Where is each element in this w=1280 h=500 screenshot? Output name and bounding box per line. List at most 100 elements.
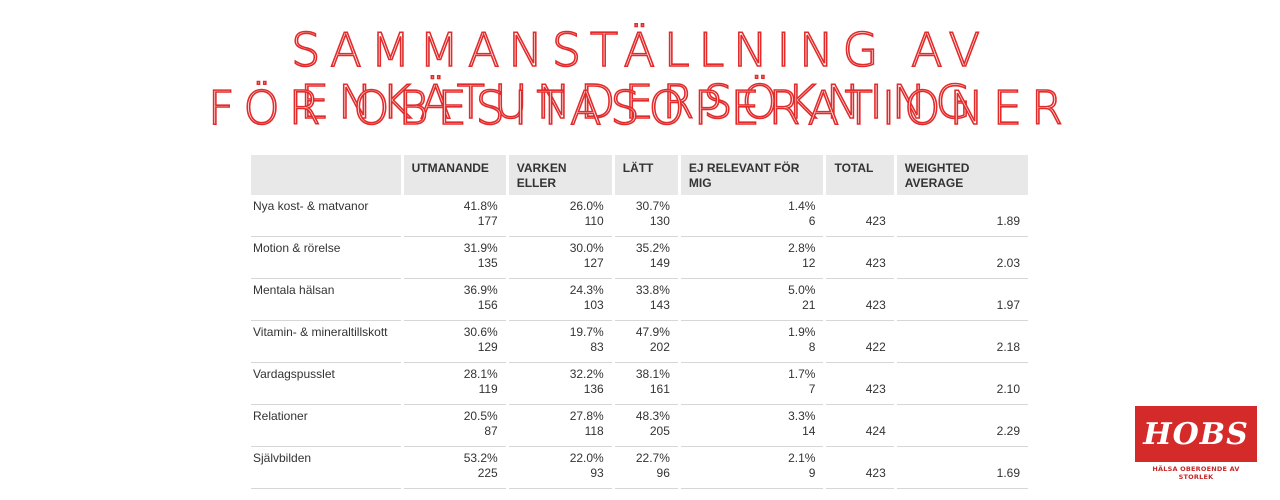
cell-count: 129 — [477, 340, 498, 354]
cell-percent: 2.8% — [788, 241, 816, 255]
row-label: Nya kost- & matvanor — [251, 195, 403, 237]
cell-total: 423 — [823, 236, 896, 279]
weighted-average-value: 2.03 — [996, 256, 1020, 270]
header-weighted-average: WEIGHTED AVERAGE — [893, 155, 1028, 195]
cell-percent: 30.7% — [635, 199, 670, 213]
cell-percent: 41.8% — [463, 199, 498, 213]
cell-utmanande: 31.9% 135 — [400, 236, 508, 279]
cell-weighted-average: 1.97 — [893, 278, 1028, 321]
header-varken-eller: VARKEN ELLER — [505, 155, 614, 195]
cell-count: 9 — [808, 466, 816, 480]
cell-count: 118 — [584, 424, 604, 438]
cell-utmanande: 53.2% 225 — [400, 446, 508, 489]
cell-latt: 38.1% 161 — [611, 362, 680, 405]
cell-count: 161 — [649, 382, 670, 396]
cell-percent: 48.3% — [635, 409, 670, 423]
cell-percent: 2.1% — [788, 451, 816, 465]
cell-varken-eller: 24.3% 103 — [505, 278, 614, 321]
cell-ej-relevant: 1.7% 7 — [677, 362, 825, 405]
cell-percent: 20.5% — [463, 409, 498, 423]
total-value: 422 — [865, 340, 886, 354]
total-value: 423 — [865, 298, 886, 312]
cell-weighted-average: 1.89 — [893, 195, 1028, 237]
total-value: 423 — [865, 382, 886, 396]
row-label: Vitamin- & mineraltillskott — [251, 320, 403, 363]
cell-utmanande: 41.8% 177 — [400, 195, 508, 237]
table-row: Relationer 20.5% 87 27.8% 118 48.3% 205 3.3% 14 4… — [251, 404, 1028, 447]
cell-count: 135 — [477, 256, 498, 270]
cell-varken-eller: 30.0% 127 — [505, 236, 614, 279]
cell-count: 156 — [477, 298, 498, 312]
cell-percent: 22.7% — [635, 451, 670, 465]
cell-percent: 30.6% — [463, 325, 498, 339]
cell-latt: 30.7% 130 — [611, 195, 680, 237]
cell-weighted-average: 2.18 — [893, 320, 1028, 363]
cell-ej-relevant: 1.4% 6 — [677, 195, 825, 237]
logo-text: HOBS — [1143, 416, 1249, 452]
cell-latt: 48.3% 205 — [611, 404, 680, 447]
table-header-row: UTMANANDE VARKEN ELLER LÄTT EJ RELEVANT … — [251, 155, 1028, 195]
cell-count: 103 — [583, 298, 604, 312]
cell-varken-eller: 27.8% 118 — [505, 404, 614, 447]
table-row: Mentala hälsan 36.9% 156 24.3% 103 33.8% 143 5.… — [251, 278, 1028, 321]
cell-utmanande: 36.9% 156 — [400, 278, 508, 321]
table-row: Vitamin- & mineraltillskott 30.6% 129 19.7%… — [251, 320, 1028, 363]
cell-count: 119 — [478, 382, 498, 396]
cell-percent: 1.4% — [788, 199, 816, 213]
header-blank — [251, 155, 403, 195]
header-utmanande: UTMANANDE — [400, 155, 508, 195]
cell-percent: 27.8% — [569, 409, 604, 423]
total-value: 423 — [865, 214, 886, 228]
header-latt: LÄTT — [611, 155, 680, 195]
cell-percent: 31.9% — [463, 241, 498, 255]
cell-varken-eller: 26.0% 110 — [505, 195, 614, 237]
header-total: TOTAL — [823, 155, 896, 195]
cell-count: 149 — [649, 256, 670, 270]
cell-ej-relevant: 5.0% 21 — [677, 278, 825, 321]
cell-percent: 53.2% — [463, 451, 498, 465]
weighted-average-value: 2.10 — [996, 382, 1020, 396]
cell-count: 225 — [477, 466, 498, 480]
weighted-average-value: 1.97 — [996, 298, 1020, 312]
cell-count: 6 — [808, 214, 816, 228]
table-row: Vardagspusslet 28.1% 119 32.2% 136 38.1% 161 1.… — [251, 362, 1028, 405]
cell-percent: 38.1% — [635, 367, 670, 381]
cell-count: 83 — [590, 340, 604, 354]
cell-count: 143 — [649, 298, 670, 312]
cell-count: 205 — [649, 424, 670, 438]
page-title-line-1: SAMMANSTÄLLNING AV ENKÄTUNDERSÖKNING — [290, 23, 989, 129]
cell-latt: 22.7% 96 — [611, 446, 680, 489]
cell-total: 423 — [823, 446, 896, 489]
cell-count: 110 — [584, 214, 604, 228]
cell-percent: 47.9% — [635, 325, 670, 339]
cell-weighted-average: 2.10 — [893, 362, 1028, 405]
row-label: Relationer — [251, 404, 403, 447]
page-title-line-2: FÖR OBESITASOPERATIONER — [207, 81, 1072, 135]
cell-percent: 24.3% — [569, 283, 604, 297]
cell-percent: 1.9% — [788, 325, 816, 339]
cell-ej-relevant: 2.1% 9 — [677, 446, 825, 489]
cell-total: 424 — [823, 404, 896, 447]
cell-utmanande: 28.1% 119 — [400, 362, 508, 405]
cell-count: 127 — [583, 256, 604, 270]
cell-count: 14 — [802, 424, 816, 438]
cell-total: 423 — [823, 195, 896, 237]
cell-percent: 19.7% — [569, 325, 604, 339]
cell-count: 130 — [649, 214, 670, 228]
cell-latt: 33.8% 143 — [611, 278, 680, 321]
row-label: Motion & rörelse — [251, 236, 403, 279]
cell-total: 423 — [823, 362, 896, 405]
cell-varken-eller: 22.0% 93 — [505, 446, 614, 489]
cell-percent: 28.1% — [463, 367, 498, 381]
hobs-logo: HOBS HÄLSA OBEROENDE AV STORLEK — [1135, 406, 1257, 481]
table-row: Nya kost- & matvanor 41.8% 177 26.0% 110 30.7… — [251, 195, 1028, 237]
cell-count: 7 — [808, 382, 816, 396]
cell-ej-relevant: 2.8% 12 — [677, 236, 825, 279]
row-label: Mentala hälsan — [251, 278, 403, 321]
weighted-average-value: 1.89 — [996, 214, 1020, 228]
cell-count: 87 — [484, 424, 498, 438]
cell-percent: 32.2% — [569, 367, 604, 381]
cell-weighted-average: 2.03 — [893, 236, 1028, 279]
table-row: Motion & rörelse 31.9% 135 30.0% 127 35.2% 149… — [251, 236, 1028, 279]
total-value: 424 — [865, 424, 886, 438]
